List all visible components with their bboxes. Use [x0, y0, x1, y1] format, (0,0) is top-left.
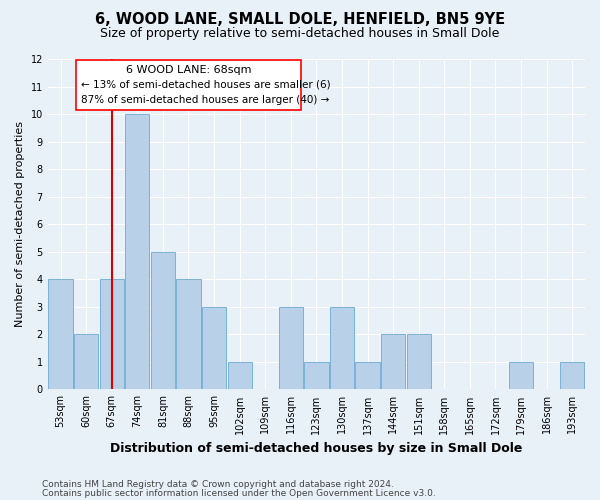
Bar — [125, 114, 149, 390]
Bar — [278, 307, 303, 390]
Bar — [381, 334, 405, 390]
Bar — [227, 362, 252, 390]
X-axis label: Distribution of semi-detached houses by size in Small Dole: Distribution of semi-detached houses by … — [110, 442, 523, 455]
Text: 87% of semi-detached houses are larger (40) →: 87% of semi-detached houses are larger (… — [81, 95, 329, 105]
Bar — [74, 334, 98, 390]
Bar — [151, 252, 175, 390]
Bar — [202, 307, 226, 390]
Text: ← 13% of semi-detached houses are smaller (6): ← 13% of semi-detached houses are smalle… — [81, 79, 331, 89]
Bar — [176, 280, 200, 390]
Text: 6 WOOD LANE: 68sqm: 6 WOOD LANE: 68sqm — [126, 66, 251, 76]
Bar — [304, 362, 329, 390]
Bar — [49, 280, 73, 390]
Text: Size of property relative to semi-detached houses in Small Dole: Size of property relative to semi-detach… — [100, 28, 500, 40]
Y-axis label: Number of semi-detached properties: Number of semi-detached properties — [15, 121, 25, 327]
Bar — [355, 362, 380, 390]
Bar — [100, 280, 124, 390]
Text: 6, WOOD LANE, SMALL DOLE, HENFIELD, BN5 9YE: 6, WOOD LANE, SMALL DOLE, HENFIELD, BN5 … — [95, 12, 505, 28]
Bar — [407, 334, 431, 390]
Bar — [560, 362, 584, 390]
Text: Contains HM Land Registry data © Crown copyright and database right 2024.: Contains HM Land Registry data © Crown c… — [42, 480, 394, 489]
FancyBboxPatch shape — [76, 60, 301, 110]
Text: Contains public sector information licensed under the Open Government Licence v3: Contains public sector information licen… — [42, 489, 436, 498]
Bar — [509, 362, 533, 390]
Bar — [330, 307, 354, 390]
